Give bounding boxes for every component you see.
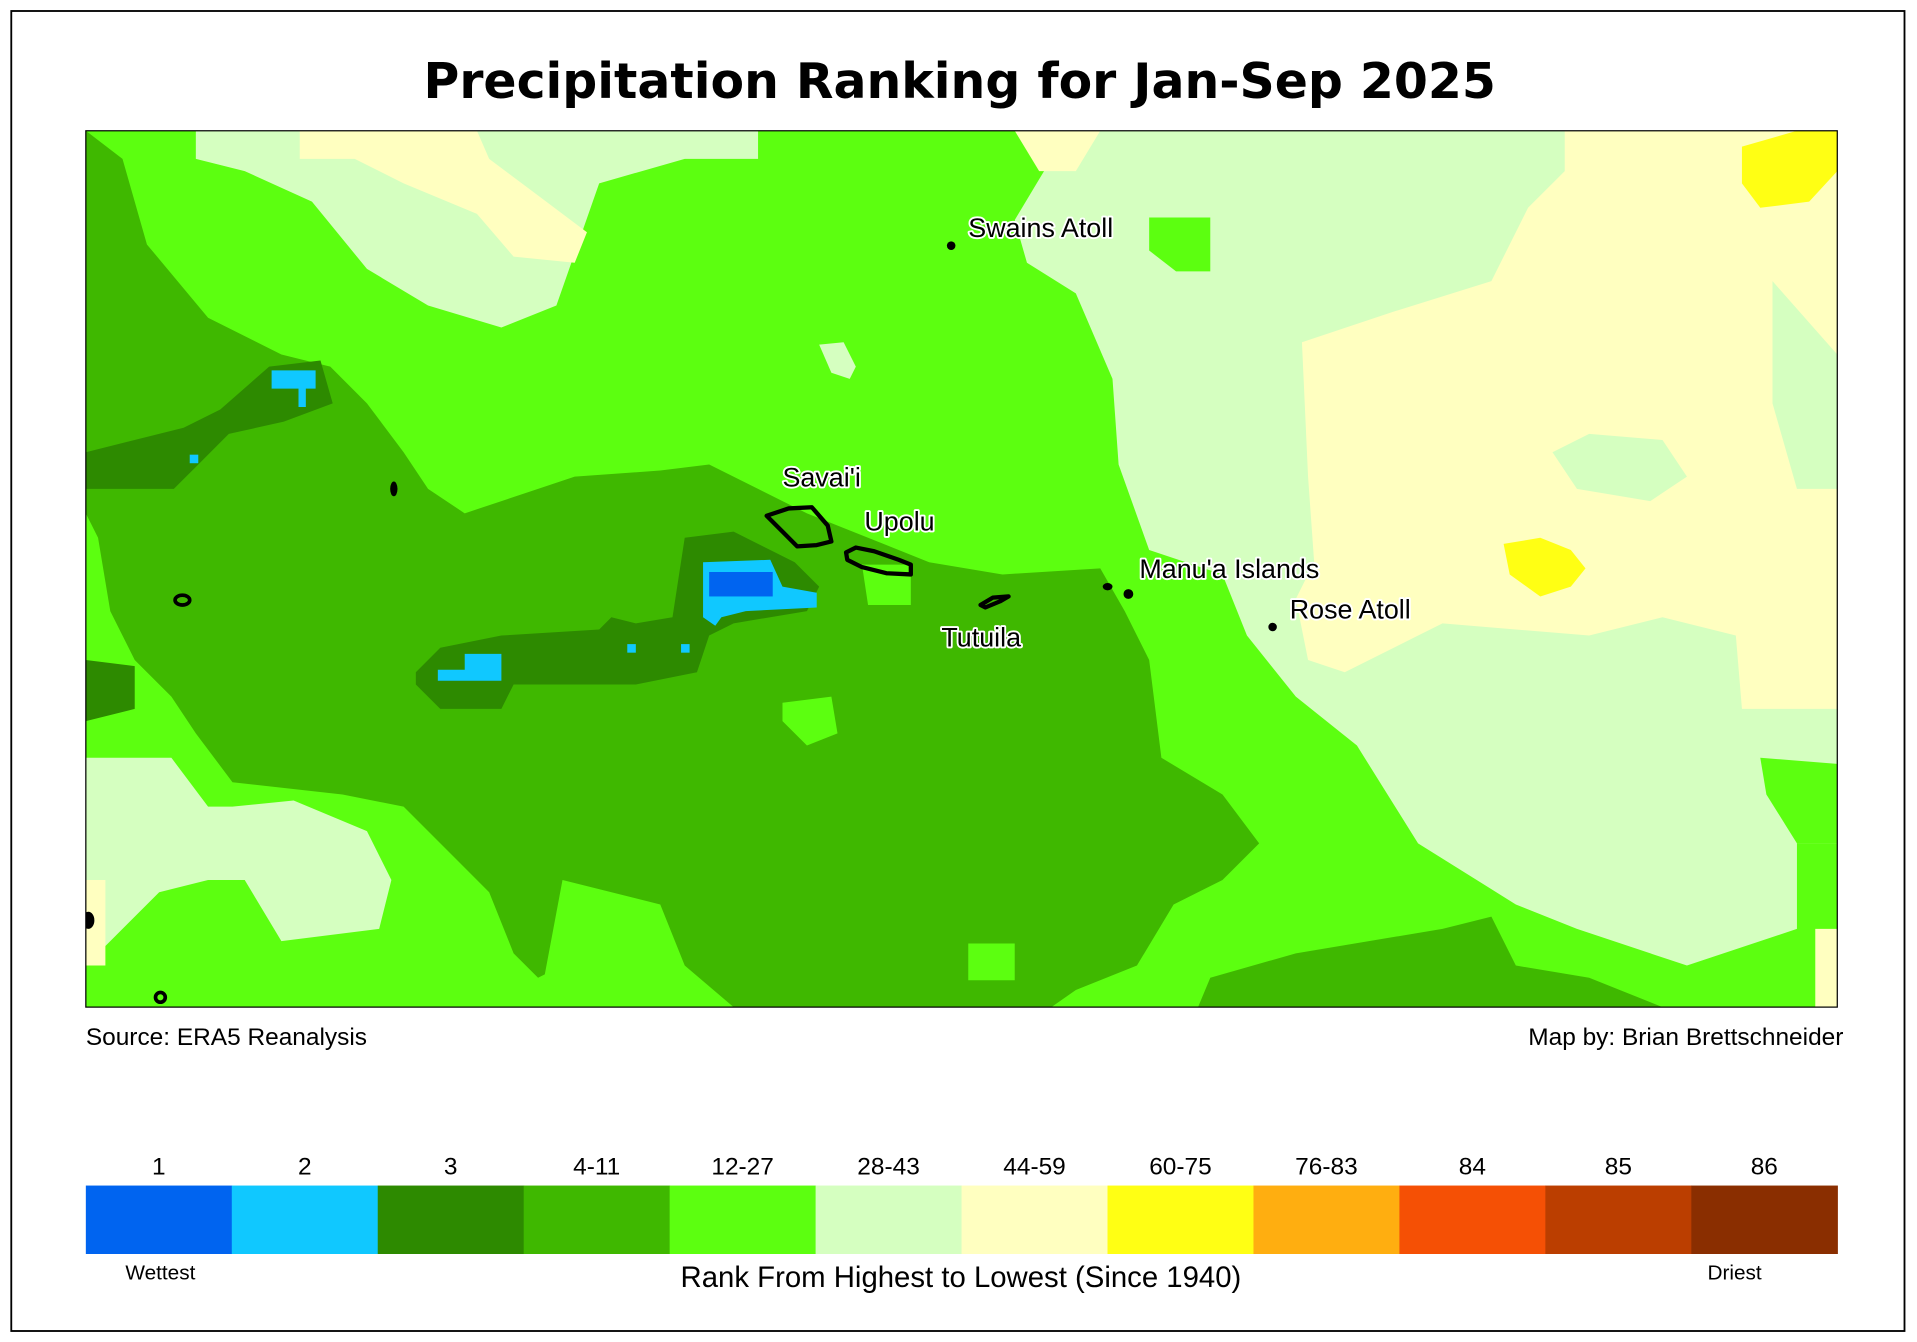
legend-swatch	[1253, 1185, 1401, 1254]
legend-low-label: Wettest	[125, 1262, 195, 1285]
island-marker	[390, 481, 398, 497]
legend-class-label: 76-83	[1295, 1154, 1358, 1181]
legend-class-label: 12-27	[711, 1154, 774, 1181]
upolu-outline	[843, 545, 913, 577]
rose-atoll-marker	[1268, 622, 1277, 632]
label-upolu: Upolu	[864, 506, 934, 536]
legend-swatch	[961, 1185, 1109, 1254]
source-note: Source: ERA5 Reanalysis	[86, 1024, 367, 1051]
rank-12-27-patch	[1149, 217, 1211, 272]
legend-class-label: 28-43	[857, 1154, 920, 1181]
rank-4-11-regions	[85, 130, 1663, 1008]
manua-island-marker	[1123, 589, 1134, 599]
legend-axis-label: Rank From Highest to Lowest (Since 1940)	[681, 1261, 1242, 1294]
label-manua-islands: Manu'a Islands	[1139, 554, 1319, 584]
legend-swatch	[1399, 1185, 1546, 1254]
rank-12-27-holes	[544, 564, 1015, 1008]
legend-swatch	[1107, 1185, 1255, 1254]
rank-60-75-regions	[1503, 130, 1838, 597]
legend-class-label: 86	[1751, 1154, 1778, 1181]
label-savaii: Savai'i	[783, 462, 861, 492]
legend-class-label: 44-59	[1003, 1154, 1066, 1181]
rank-28-43-islands	[1552, 281, 1838, 502]
savaii-outline	[764, 505, 834, 549]
island-marker	[153, 990, 168, 1005]
legend-class-label: 60-75	[1149, 1154, 1212, 1181]
swains-atoll-marker	[946, 241, 956, 250]
rank-44-59-regions	[85, 130, 1838, 1008]
legend-class-label: 3	[444, 1154, 458, 1181]
island-marker	[173, 593, 192, 607]
label-swains-atoll: Swains Atoll	[968, 213, 1113, 243]
credit-note: Map by: Brian Brettschneider	[1528, 1024, 1843, 1051]
legend-class-label: 84	[1459, 1154, 1486, 1181]
legend-swatch	[1691, 1185, 1838, 1254]
label-tutuila: Tutuila	[941, 623, 1021, 653]
legend-swatch	[669, 1185, 817, 1254]
legend-class-label: 85	[1605, 1154, 1632, 1181]
tutuila-outline	[978, 594, 1011, 610]
rank-12-27-patch	[1760, 757, 1838, 844]
legend-swatch	[523, 1185, 671, 1254]
island-marker	[85, 911, 95, 929]
map-frame	[85, 130, 1838, 1008]
legend-class-label: 4-11	[573, 1154, 620, 1181]
legend-swatch	[377, 1185, 525, 1254]
legend-class-label: 1	[152, 1154, 166, 1181]
map-title: Precipitation Ranking for Jan-Sep 2025	[424, 53, 1496, 110]
legend-swatch	[85, 1185, 233, 1254]
rank-1-region	[709, 572, 773, 597]
legend-swatch	[815, 1185, 963, 1254]
label-rose-atoll: Rose Atoll	[1290, 594, 1411, 624]
legend-swatch	[231, 1185, 379, 1254]
map-area: Swains Atoll Savai'i Upolu Manu'a Island…	[85, 130, 1838, 1008]
legend-class-label: 2	[298, 1154, 312, 1181]
legend-swatch	[1545, 1185, 1692, 1254]
color-legend: 1 2 3 4-11 12-27 28-43 44-59 60-75 76-83 84 85 86	[85, 1154, 1838, 1254]
legend-high-label: Driest	[1707, 1262, 1761, 1285]
manua-island-marker	[1102, 583, 1113, 591]
